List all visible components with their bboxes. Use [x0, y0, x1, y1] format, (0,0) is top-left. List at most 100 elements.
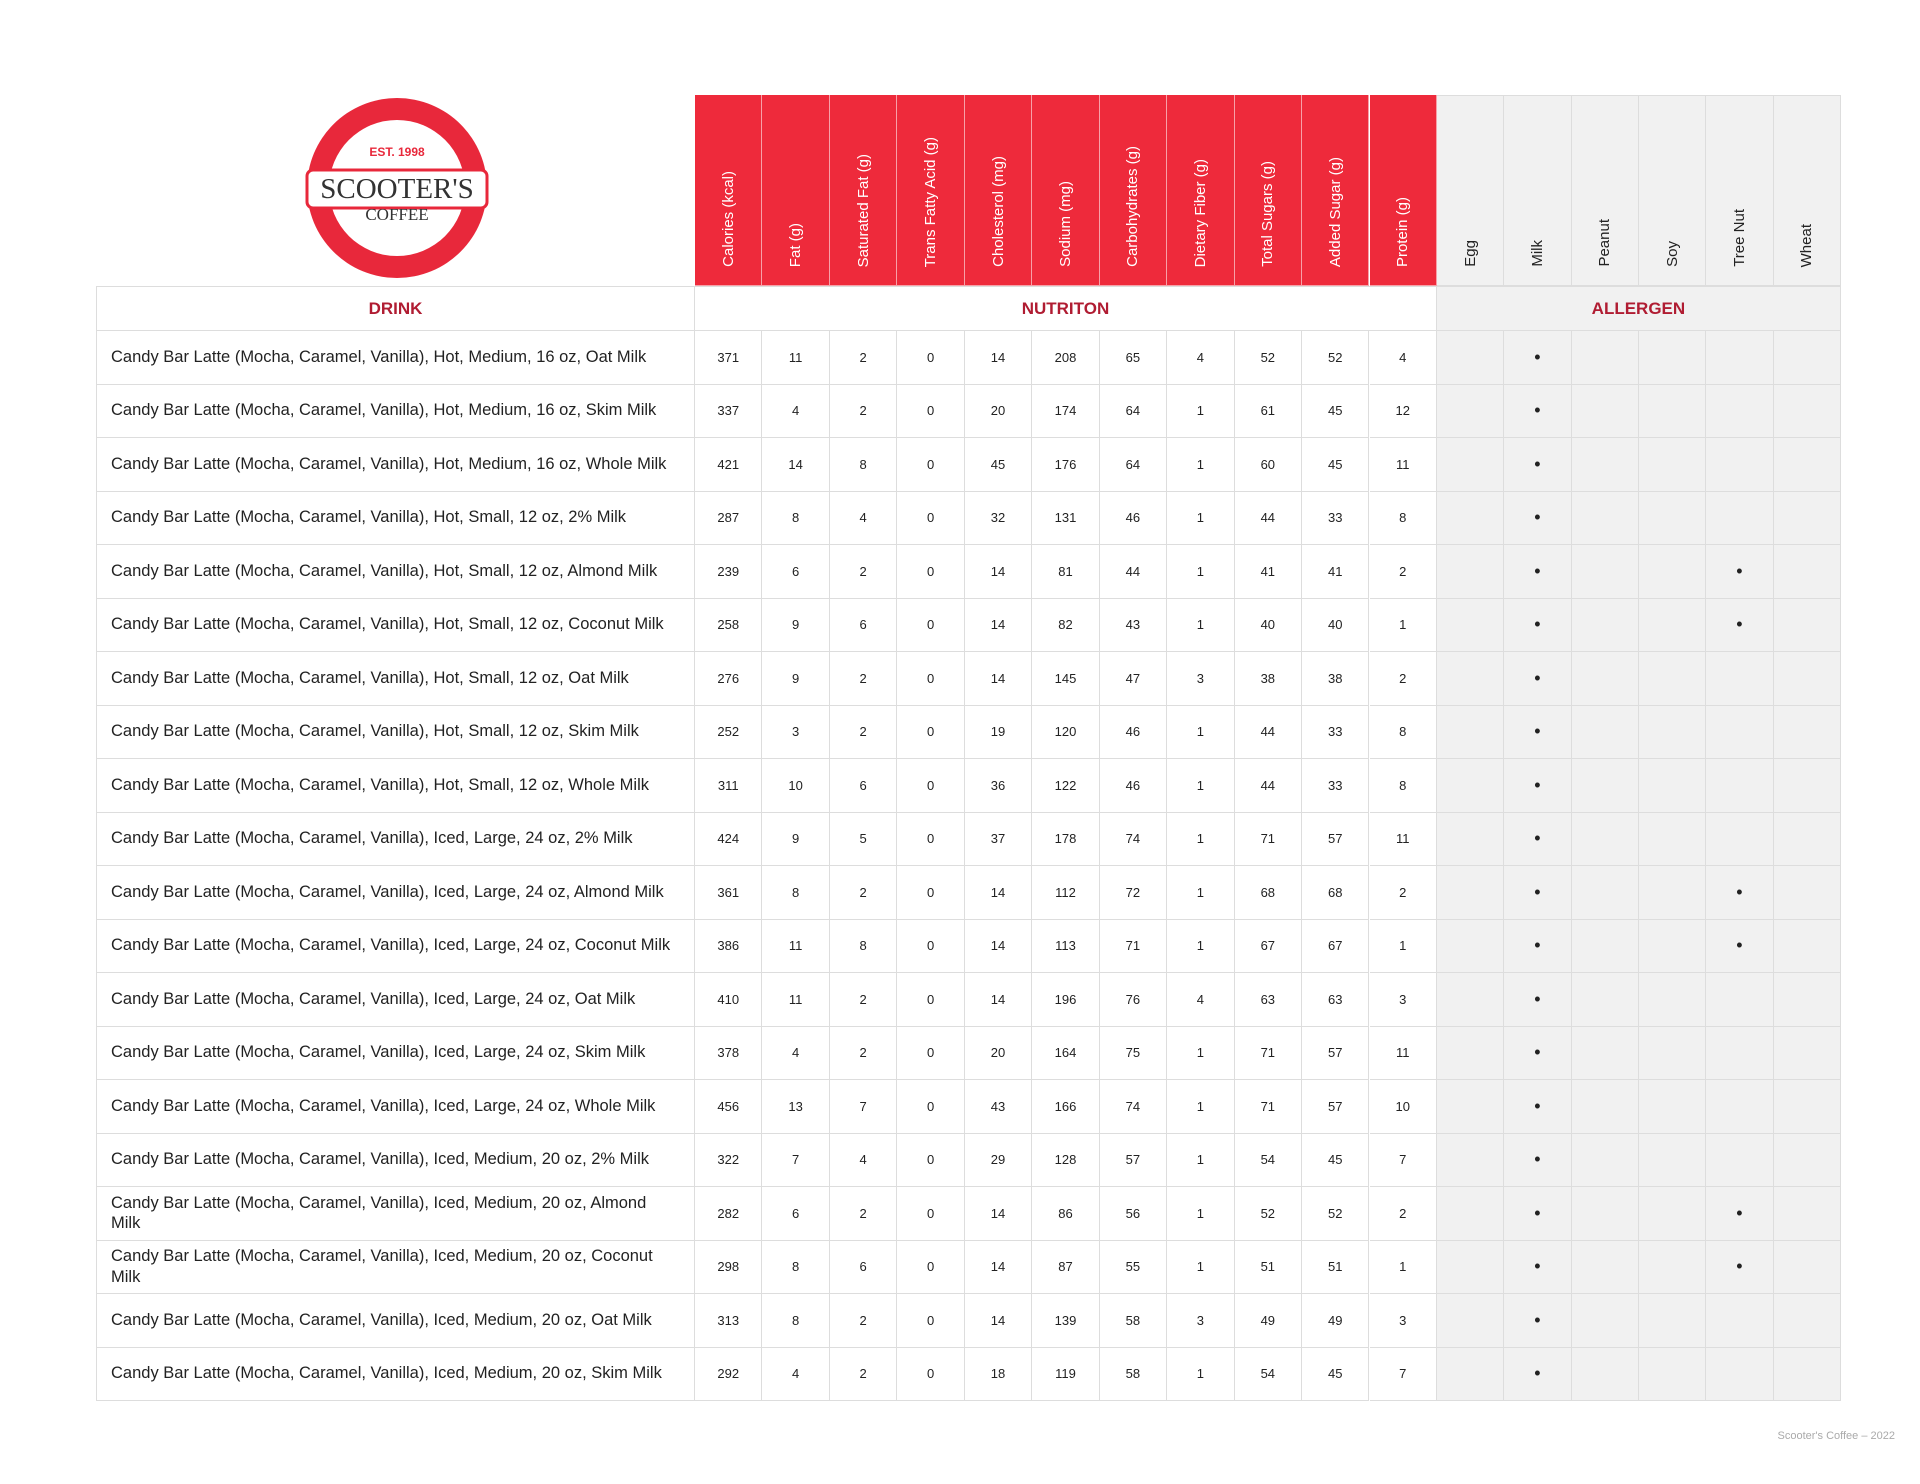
- allergen-cell: [1773, 866, 1841, 920]
- nutrition-value: 0: [897, 759, 965, 813]
- nutrition-value-text: 196: [1054, 991, 1077, 1007]
- allergen-cell: •: [1504, 1294, 1572, 1348]
- nutrition-value-text: 4: [792, 1045, 800, 1061]
- allergen-cell: [1773, 598, 1841, 652]
- nutrition-value: 61: [1234, 384, 1303, 438]
- nutrition-value-text: 292: [717, 1366, 740, 1382]
- allergen-cell: •: [1504, 1240, 1572, 1294]
- nutrition-value-text: 29: [990, 1152, 1006, 1168]
- nutrition-value: 178: [1032, 812, 1100, 866]
- nutrition-value-text: 424: [717, 831, 740, 847]
- nutrition-value: 45: [1302, 384, 1370, 438]
- allergen-cell: [1773, 1080, 1841, 1134]
- allergen-cell: [1571, 331, 1639, 385]
- allergen-cell: [1571, 438, 1639, 492]
- nutrition-value-text: 54: [1260, 1366, 1276, 1382]
- nutrition-value-text: 4: [859, 510, 867, 526]
- nutrition-value: 1: [1167, 545, 1235, 599]
- nutrition-value: 166: [1032, 1080, 1100, 1134]
- nutrition-value: 337: [695, 384, 763, 438]
- nutrition-value: 44: [1234, 491, 1303, 545]
- nutrition-value-text: 46: [1125, 724, 1141, 740]
- nutrition-value-text: 287: [717, 510, 740, 526]
- nutrition-value: 57: [1302, 812, 1370, 866]
- nutrition-value-text: 4: [1196, 349, 1204, 365]
- allergen-cell: [1773, 331, 1841, 385]
- nutrition-value-text: 11: [788, 938, 803, 954]
- nutrition-value-text: 11: [788, 349, 803, 365]
- nutrition-value-text: 71: [1260, 1098, 1276, 1114]
- allergen-cell: [1638, 973, 1707, 1027]
- nutrition-header-text: Cholesterol (mg): [989, 156, 1007, 267]
- nutrition-value: 67: [1234, 919, 1303, 973]
- nutrition-value: 49: [1234, 1294, 1303, 1348]
- nutrition-value-text: 1: [1196, 563, 1204, 579]
- nutrition-value: 139: [1032, 1294, 1100, 1348]
- allergen-cell: [1706, 652, 1774, 706]
- nutrition-value-text: 208: [1054, 349, 1077, 365]
- allergen-cell: [1571, 919, 1639, 973]
- nutrition-value-text: 38: [1328, 670, 1343, 686]
- nutrition-value-text: 64: [1125, 456, 1141, 472]
- nutrition-value-text: 14: [990, 1259, 1006, 1275]
- allergen-cell: [1436, 1294, 1505, 1348]
- nutrition-value: 52: [1234, 331, 1303, 385]
- nutrition-value: 45: [1302, 438, 1370, 492]
- nutrition-value: 1: [1167, 1026, 1235, 1080]
- allergen-cell: [1773, 812, 1841, 866]
- nutrition-value: 6: [829, 598, 898, 652]
- nutrition-value-text: 14: [990, 884, 1006, 900]
- allergen-cell: •: [1504, 384, 1572, 438]
- nutrition-value-text: 54: [1260, 1152, 1276, 1168]
- nutrition-value-text: 44: [1260, 724, 1276, 740]
- nutrition-value-text: 0: [926, 1366, 935, 1382]
- nutrition-header-text: Added Sugar (g): [1326, 156, 1344, 267]
- drink-name: Candy Bar Latte (Mocha, Caramel, Vanilla…: [96, 866, 695, 920]
- nutrition-value: 424: [695, 812, 763, 866]
- allergen-cell: •: [1504, 331, 1572, 385]
- nutrition-value: 7: [1369, 1133, 1437, 1187]
- allergen-cell: •: [1706, 1240, 1774, 1294]
- nutrition-value: 1: [1167, 438, 1235, 492]
- allergen-cell: •: [1504, 812, 1572, 866]
- allergen-section-text: ALLERGEN: [1591, 298, 1686, 318]
- nutrition-value-text: 4: [1196, 991, 1204, 1007]
- allergen-cell: [1436, 331, 1505, 385]
- allergen-cell: [1436, 1026, 1505, 1080]
- nutrition-value: 122: [1032, 759, 1100, 813]
- nutrition-value: 0: [897, 438, 965, 492]
- nutrition-value: 0: [897, 812, 965, 866]
- logo-est: EST. 1998: [369, 145, 425, 159]
- nutrition-value-text: 43: [1125, 617, 1141, 633]
- nutrition-value-text: 57: [1125, 1152, 1141, 1168]
- footer: Scooter's Coffee – 2022: [1777, 1430, 1895, 1442]
- nutrition-value: 3: [1369, 1294, 1437, 1348]
- nutrition-value-text: 371: [717, 349, 740, 365]
- nutrition-value-text: 282: [717, 1205, 740, 1221]
- nutrition-value: 45: [964, 438, 1033, 492]
- nutrition-header-text: Calories (kcal): [719, 171, 737, 267]
- drink-name-text: Candy Bar Latte (Mocha, Caramel, Vanilla…: [111, 1193, 647, 1233]
- allergen-cell: [1638, 812, 1707, 866]
- allergen-cell: [1706, 705, 1774, 759]
- nutrition-value-text: 14: [990, 563, 1006, 579]
- nutrition-value-text: 7: [792, 1152, 800, 1168]
- nutrition-value-text: 20: [990, 403, 1006, 419]
- nutrition-value-text: 44: [1260, 777, 1276, 793]
- nutrition-value-text: 65: [1125, 349, 1141, 365]
- allergen-cell: •: [1504, 652, 1572, 706]
- nutrition-value: 2: [1369, 866, 1437, 920]
- nutrition-header: Fat (g): [762, 95, 830, 286]
- nutrition-value-text: 456: [717, 1098, 740, 1114]
- nutrition-value: 2: [829, 384, 898, 438]
- nutrition-value: 57: [1099, 1133, 1168, 1187]
- nutrition-value-text: 8: [1399, 777, 1407, 793]
- nutrition-value-text: 8: [1399, 510, 1407, 526]
- nutrition-value: 41: [1234, 545, 1303, 599]
- allergen-cell: [1638, 545, 1707, 599]
- nutrition-value-text: 258: [717, 617, 740, 633]
- allergen-cell: [1571, 1133, 1639, 1187]
- allergen-cell-text: •: [1736, 614, 1743, 635]
- nutrition-value: 52: [1302, 331, 1370, 385]
- nutrition-section-text: NUTRITON: [1021, 298, 1110, 318]
